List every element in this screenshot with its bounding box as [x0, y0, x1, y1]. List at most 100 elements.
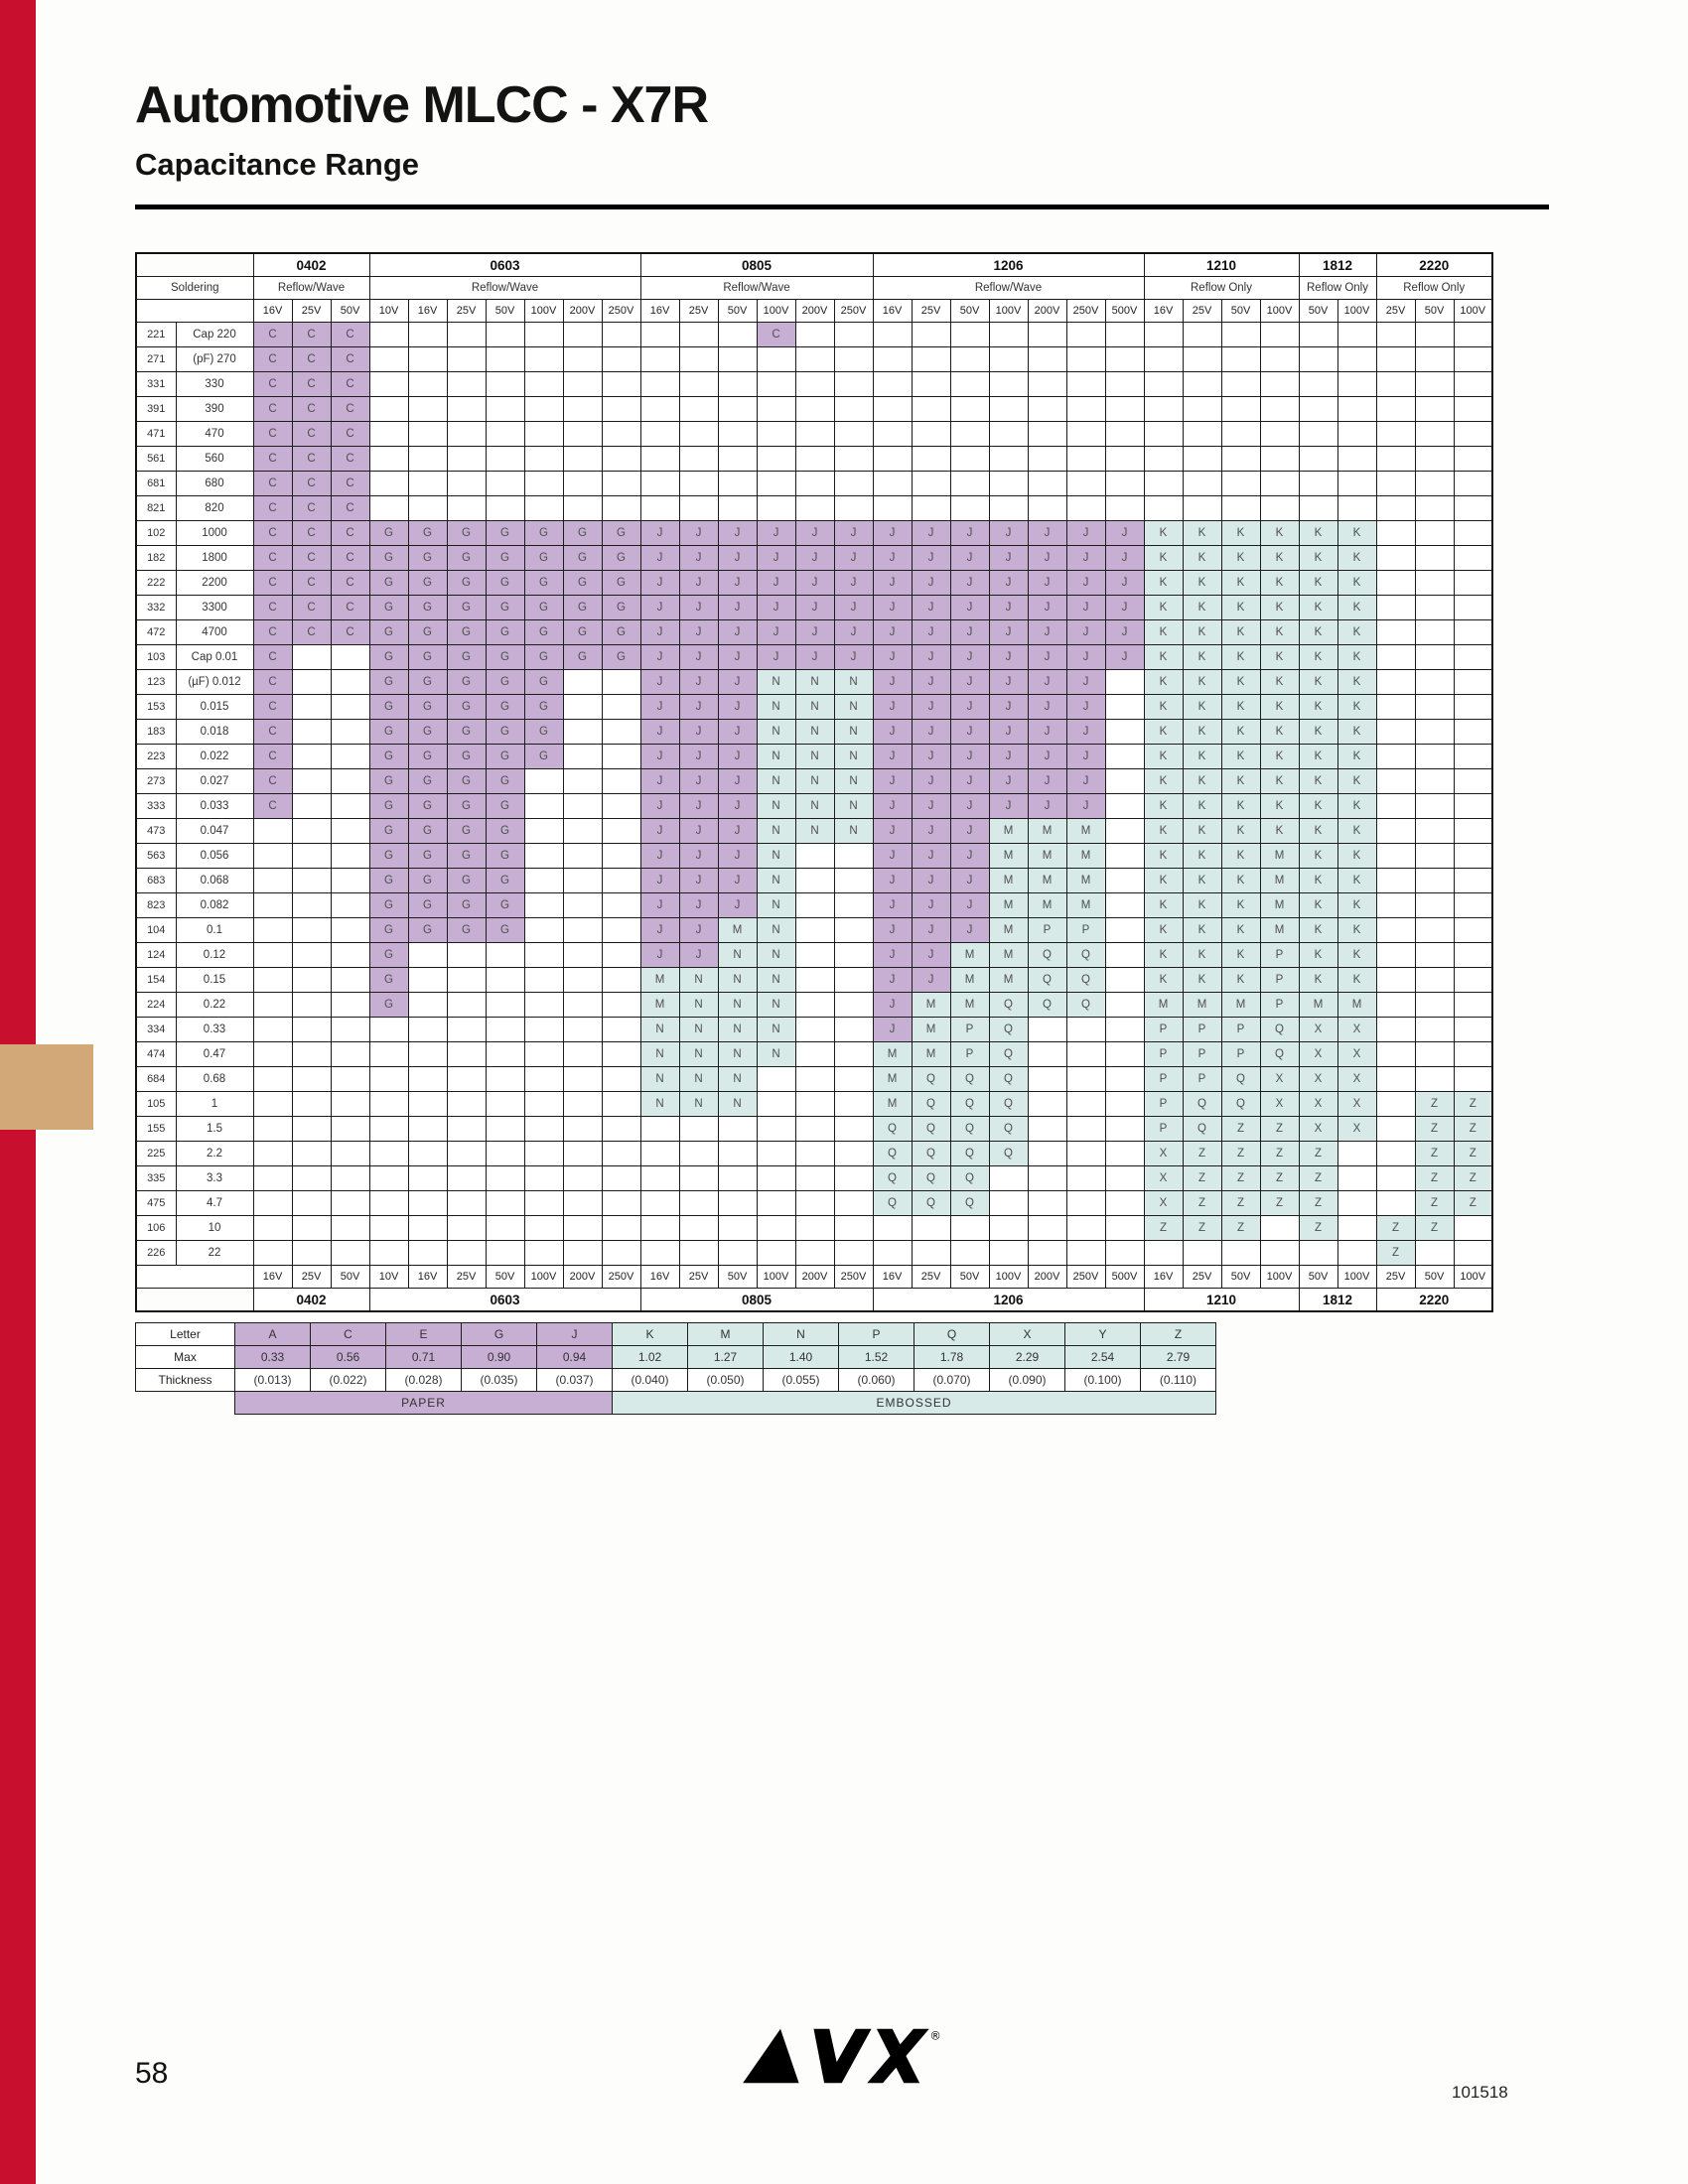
cap-cell: G: [485, 818, 525, 844]
doc-number: 101518: [1452, 2083, 1508, 2102]
cap-cell-empty: [562, 1190, 603, 1216]
cap-cell-empty: [678, 1165, 719, 1191]
cap-cell: N: [756, 744, 796, 769]
capacitance-range-table: 0402 0603 0805 1206 1210 1812 2220 Soldering Ref…: [135, 252, 1493, 1312]
voltage-header: 16V: [872, 1265, 913, 1289]
cap-cell: G: [446, 892, 487, 918]
cap-cell: C: [252, 595, 293, 620]
cap-cell: G: [407, 570, 448, 596]
cap-cell: C: [330, 570, 370, 596]
table-row: 154 0.15 G M N N N J J M M Q Q K K K P K K: [135, 967, 1493, 993]
cap-cell: G: [562, 520, 603, 546]
cap-cell: K: [1336, 793, 1377, 819]
cap-cell: G: [523, 669, 564, 695]
cap-cell: K: [1143, 570, 1184, 596]
spacer: [136, 1392, 235, 1415]
cap-cell: K: [1220, 619, 1261, 645]
cap-cell-empty: [291, 1240, 332, 1266]
table-row: 271 (pF) 270 C C C: [135, 346, 1493, 372]
cap-cell: K: [1182, 520, 1222, 546]
cap-cell-empty: [678, 421, 719, 447]
cap-cell-empty: [1065, 495, 1106, 521]
cap-cell: K: [1298, 917, 1338, 943]
cap-cell-empty: [523, 1066, 564, 1092]
cap-cell: M: [911, 992, 951, 1018]
cap-cell-empty: [1375, 322, 1416, 347]
cap-cell: M: [1065, 843, 1106, 869]
cap-cell-empty: [601, 892, 641, 918]
cap-cell-empty: [1414, 471, 1455, 496]
cap-cell-empty: [446, 1141, 487, 1166]
cap-cell: K: [1220, 719, 1261, 745]
cap-cell: C: [291, 396, 332, 422]
cap-cell: G: [407, 744, 448, 769]
cap-cell: K: [1182, 942, 1222, 968]
cap-cell: G: [485, 744, 525, 769]
cap-cell-empty: [1336, 1215, 1377, 1241]
cap-cell-empty: [911, 322, 951, 347]
cap-code: 153: [135, 694, 177, 720]
cap-cell-empty: [252, 1165, 293, 1191]
cap-cell-empty: [1259, 396, 1300, 422]
cap-cell-empty: [1414, 545, 1455, 571]
cap-cell: C: [330, 396, 370, 422]
cap-cell: G: [523, 570, 564, 596]
voltage-header: 10V: [368, 299, 409, 323]
cap-cell: G: [601, 545, 641, 571]
cap-cell-empty: [1065, 1066, 1106, 1092]
legend-thickness-label: Thickness: [135, 1368, 235, 1392]
cap-cell: G: [446, 520, 487, 546]
cap-cell-empty: [717, 421, 758, 447]
cap-cell: Q: [1065, 942, 1106, 968]
cap-cell: J: [639, 545, 680, 571]
cap-cell: J: [1065, 545, 1106, 571]
cap-cell-empty: [756, 1215, 796, 1241]
cap-cell-empty: [756, 371, 796, 397]
cap-cell-empty: [794, 892, 835, 918]
voltage-header: 25V: [678, 299, 719, 323]
cap-cell: J: [1065, 644, 1106, 670]
cap-code: 226: [135, 1240, 177, 1266]
cap-cell-empty: [368, 322, 409, 347]
cap-cell-empty: [988, 421, 1029, 447]
voltage-header: 100V: [756, 1265, 796, 1289]
cap-cell-empty: [1453, 818, 1493, 844]
table-row: 103 Cap 0.01 C G G G G G G G J J J J J J J J J J J J J K K K K K K: [135, 644, 1493, 670]
cap-cell: J: [1065, 694, 1106, 720]
legend-paper: PAPER: [234, 1391, 613, 1415]
legend-embossed: EMBOSSED: [612, 1391, 1216, 1415]
cap-cell: G: [407, 520, 448, 546]
cap-cell: K: [1182, 619, 1222, 645]
cap-cell-empty: [523, 942, 564, 968]
cap-cell-empty: [407, 421, 448, 447]
cap-cell: Z: [1220, 1165, 1261, 1191]
cap-cell: C: [252, 371, 293, 397]
cap-cell: Q: [949, 1116, 990, 1142]
cap-cell: N: [833, 694, 874, 720]
table-row: 223 0.022 C G G G G G J J J N N N J J J J J J K K K K K K: [135, 744, 1493, 769]
cap-cell-empty: [291, 843, 332, 869]
cap-cell-empty: [1453, 619, 1493, 645]
cap-cell-empty: [368, 1017, 409, 1042]
cap-cell: K: [1298, 644, 1338, 670]
cap-cell: G: [562, 570, 603, 596]
voltage-header: 16V: [1143, 1265, 1184, 1289]
cap-cell: J: [1027, 744, 1067, 769]
cap-cell: Z: [1298, 1141, 1338, 1166]
cap-cell-empty: [833, 1190, 874, 1216]
voltage-header: 50V: [330, 1265, 370, 1289]
cap-cell: Z: [1414, 1190, 1455, 1216]
cap-cell-empty: [1453, 843, 1493, 869]
cap-cell-empty: [562, 793, 603, 819]
cap-cell: K: [1182, 868, 1222, 893]
cap-cell-empty: [1414, 719, 1455, 745]
cap-cell-empty: [1453, 917, 1493, 943]
cap-cell-empty: [562, 744, 603, 769]
cap-cell-empty: [1375, 1091, 1416, 1117]
cap-cell-empty: [1414, 818, 1455, 844]
cap-cell: C: [291, 371, 332, 397]
cap-cell-empty: [1065, 1190, 1106, 1216]
cap-cell-empty: [1182, 371, 1222, 397]
cap-cell: N: [756, 1041, 796, 1067]
cap-cell-empty: [252, 843, 293, 869]
